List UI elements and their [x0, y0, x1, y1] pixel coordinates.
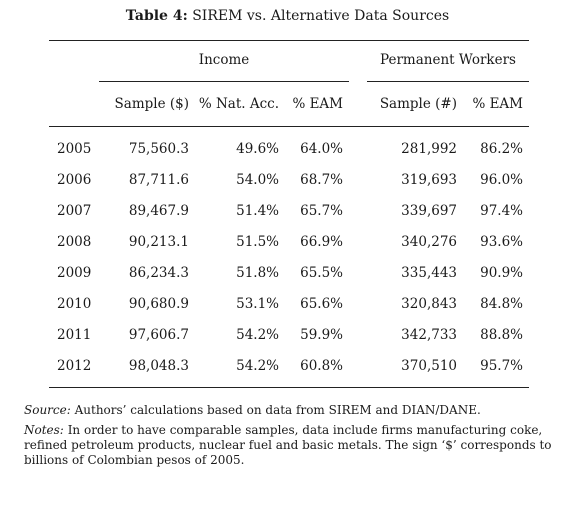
group-header-workers: Permanent Workers: [367, 40, 529, 82]
group-header-income: Income: [99, 40, 349, 82]
cell-nat-acc: 54.2%: [236, 326, 279, 343]
cell-nat-acc: 51.8%: [236, 264, 279, 281]
cell-income-sample: 98,048.3: [128, 357, 189, 374]
cell-year: 2006: [57, 171, 92, 188]
cell-eam-workers: 97.4%: [480, 202, 523, 219]
table-row: 2008 90,213.1 51.5% 66.9% 340,276 93.6%: [49, 226, 529, 257]
cell-eam-workers: 90.9%: [480, 264, 523, 281]
table-row: 2011 97,606.7 54.2% 59.9% 342,733 88.8%: [49, 319, 529, 350]
cell-nat-acc: 54.2%: [236, 357, 279, 374]
cell-year: 2011: [57, 326, 92, 343]
cell-gap: [349, 319, 367, 350]
column-header-workers-sample: Sample (#): [379, 96, 457, 112]
cell-nat-acc: 51.4%: [236, 202, 279, 219]
column-header-year: [49, 82, 99, 127]
table-row: 2009 86,234.3 51.8% 65.5% 335,443 90.9%: [49, 257, 529, 288]
cell-eam-income: 65.5%: [300, 264, 343, 281]
cell-eam-workers: 86.2%: [480, 140, 523, 157]
cell-eam-income: 66.9%: [300, 233, 343, 250]
cell-eam-income: 65.7%: [300, 202, 343, 219]
cell-workers-sample: 320,843: [401, 295, 457, 312]
cell-income-sample: 86,234.3: [128, 264, 189, 281]
cell-gap: [349, 127, 367, 165]
cell-eam-workers: 88.8%: [480, 326, 523, 343]
cell-eam-income: 68.7%: [300, 171, 343, 188]
cell-gap: [349, 195, 367, 226]
cell-nat-acc: 53.1%: [236, 295, 279, 312]
cell-gap: [349, 350, 367, 388]
cell-workers-sample: 335,443: [401, 264, 457, 281]
group-header-empty: [49, 41, 99, 82]
source-label: Source:: [24, 403, 71, 417]
cell-nat-acc: 49.6%: [236, 140, 279, 157]
table-caption-text: SIREM vs. Alternative Data Sources: [192, 8, 450, 24]
notes-text: In order to have comparable samples, dat…: [24, 423, 552, 467]
cell-workers-sample: 340,276: [401, 233, 457, 250]
cell-eam-income: 64.0%: [300, 140, 343, 157]
cell-income-sample: 75,560.3: [128, 140, 189, 157]
cell-nat-acc: 54.0%: [236, 171, 279, 188]
group-header-gap: [349, 41, 367, 82]
cell-income-sample: 89,467.9: [128, 202, 189, 219]
cell-year: 2009: [57, 264, 92, 281]
cell-eam-income: 65.6%: [300, 295, 343, 312]
group-header-row: Income Permanent Workers: [49, 40, 529, 82]
cell-income-sample: 90,680.9: [128, 295, 189, 312]
column-header-eam-workers: % EAM: [472, 96, 523, 112]
data-table: Income Permanent Workers Sample ($) % Na…: [49, 40, 529, 388]
column-header-eam-income: % EAM: [292, 96, 343, 112]
cell-eam-income: 60.8%: [300, 357, 343, 374]
table-row: 2006 87,711.6 54.0% 68.7% 319,693 96.0%: [49, 164, 529, 195]
table-caption: Table 4: SIREM vs. Alternative Data Sour…: [0, 8, 575, 24]
cell-nat-acc: 51.5%: [236, 233, 279, 250]
cell-workers-sample: 342,733: [401, 326, 457, 343]
cell-eam-workers: 96.0%: [480, 171, 523, 188]
cell-gap: [349, 288, 367, 319]
cell-year: 2012: [57, 357, 92, 374]
column-header-row: Sample ($) % Nat. Acc. % EAM Sample (#) …: [49, 82, 529, 127]
cell-income-sample: 90,213.1: [128, 233, 189, 250]
cell-gap: [349, 257, 367, 288]
cell-eam-workers: 95.7%: [480, 357, 523, 374]
cell-workers-sample: 319,693: [401, 171, 457, 188]
source-text: Authors’ calculations based on data from…: [74, 403, 481, 417]
cell-year: 2005: [57, 140, 92, 157]
cell-gap: [349, 226, 367, 257]
cell-workers-sample: 339,697: [401, 202, 457, 219]
cell-eam-workers: 84.8%: [480, 295, 523, 312]
table-row: 2012 98,048.3 54.2% 60.8% 370,510 95.7%: [49, 350, 529, 388]
notes-label: Notes:: [24, 423, 64, 437]
column-header-income-sample: Sample ($): [114, 96, 189, 112]
cell-eam-workers: 93.6%: [480, 233, 523, 250]
cell-year: 2010: [57, 295, 92, 312]
cell-workers-sample: 281,992: [401, 140, 457, 157]
table-row: 2010 90,680.9 53.1% 65.6% 320,843 84.8%: [49, 288, 529, 319]
table-row: 2005 75,560.3 49.6% 64.0% 281,992 86.2%: [49, 126, 529, 165]
table-body: 2005 75,560.3 49.6% 64.0% 281,992 86.2% 2006 87…: [49, 126, 529, 388]
cell-income-sample: 97,606.7: [128, 326, 189, 343]
cell-gap: [349, 164, 367, 195]
table-caption-label: Table 4:: [125, 8, 188, 24]
cell-year: 2007: [57, 202, 92, 219]
cell-workers-sample: 370,510: [401, 357, 457, 374]
cell-eam-income: 59.9%: [300, 326, 343, 343]
column-header-nat-acc: % Nat. Acc.: [198, 96, 279, 112]
column-header-gap: [349, 82, 367, 127]
table-row: 2007 89,467.9 51.4% 65.7% 339,697 97.4%: [49, 195, 529, 226]
cell-income-sample: 87,711.6: [128, 171, 189, 188]
notes-note: Notes: In order to have comparable sampl…: [24, 423, 560, 468]
source-note: Source: Authors’ calculations based on d…: [24, 403, 560, 418]
cell-year: 2008: [57, 233, 92, 250]
